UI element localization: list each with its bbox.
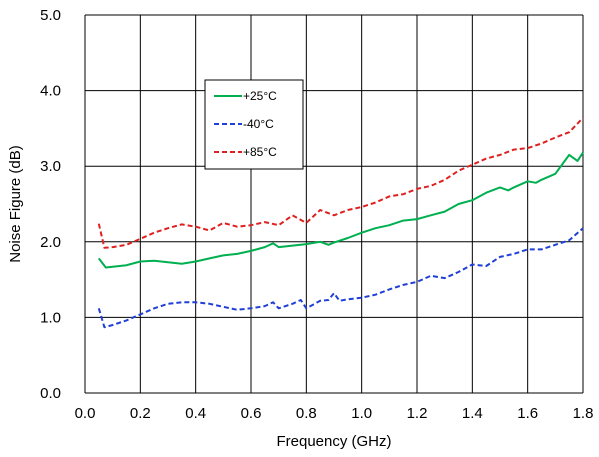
y-tick-label: 2.0: [40, 234, 61, 251]
grid: [84, 14, 584, 394]
x-tick-label: 1.6: [517, 405, 538, 422]
series-line-plusminus-25c: [98, 152, 584, 269]
x-tick-label: 0.6: [241, 405, 262, 422]
y-tick-label: 4.0: [40, 83, 61, 100]
x-tick-label: 0.4: [185, 405, 206, 422]
legend-label: -40°C: [243, 117, 274, 131]
x-tick-label: 1.2: [407, 405, 428, 422]
y-tick-label: 1.0: [40, 309, 61, 326]
series-line-minus-40c: [97, 227, 584, 329]
x-tick-label: 0.8: [296, 405, 317, 422]
y-tick-label: 5.0: [40, 7, 61, 24]
legend-label: +85°C: [243, 145, 277, 159]
x-tick-label: 0.0: [75, 405, 96, 422]
x-axis-title: Frequency (GHz): [276, 433, 391, 450]
y-axis-title: Noise Figure (dB): [7, 145, 24, 263]
x-tick-label: 1.8: [573, 405, 594, 422]
legend: +25°C -40°C +85°C: [204, 79, 304, 170]
x-axis-ticks: 0.0 0.2 0.4 0.6 0.8 1.0 1.2 1.4 1.6 1.8: [75, 405, 594, 422]
legend-label: +25°C: [243, 89, 277, 103]
x-tick-label: 1.0: [351, 405, 372, 422]
x-tick-label: 1.4: [462, 405, 483, 422]
series-group: [97, 117, 584, 329]
x-tick-label: 0.2: [130, 405, 151, 422]
series-line-plusminus-85c: [97, 117, 584, 249]
legend-box: [204, 79, 304, 170]
y-axis-ticks: 0.0 1.0 2.0 3.0 4.0 5.0: [40, 7, 61, 402]
y-tick-label: 3.0: [40, 158, 61, 175]
y-tick-label: 0.0: [40, 385, 61, 402]
